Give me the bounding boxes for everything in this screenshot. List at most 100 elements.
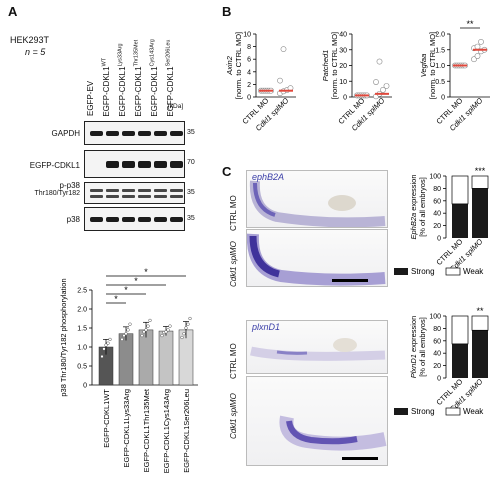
sig-star-c0: *** [475, 166, 486, 176]
point-a [148, 318, 152, 323]
y-tick-label-a: 0.5 [77, 364, 87, 371]
y-axis-label-b0: Axin2[norm. to CTRL MO] [225, 32, 243, 99]
c-row-mo-1: Cdkl1 splMO [229, 241, 238, 287]
kda-egfp: 70 [187, 159, 195, 166]
x-tick-label-a-2: EGFP-CDKL1Thr135Met [142, 388, 151, 472]
y-label-line2-c0: [% of all embryos] [418, 177, 427, 237]
embryo-plxnd1-ctrl [250, 338, 386, 361]
y-label-rest-c0: expression [409, 174, 418, 210]
image-plxnd1-ctrl [246, 320, 388, 374]
lane-label-sup: WT [101, 57, 108, 67]
point-b-mo [383, 83, 390, 89]
point-b-mo [376, 58, 383, 65]
y-axis-label-c1: PlxnD1 expression[% of all embryos] [409, 316, 427, 379]
legend-swatch-strong-c1 [394, 408, 408, 415]
y-tick-label-b2: 0 [441, 95, 445, 102]
y-axis-label-c0: EphB2a expression[% of all embryos] [409, 174, 427, 239]
point-b-mo [380, 87, 386, 93]
y-tick-label-b1: 40 [339, 32, 347, 39]
y-label-line2-c1: [% of all embryos] [418, 317, 427, 377]
kda-p38: 35 [187, 215, 195, 222]
y-tick-label-a: 1.5 [77, 326, 87, 333]
y-label-line1-c0: EphB2a expression [409, 174, 418, 239]
legend-swatch-weak-c0 [445, 267, 461, 276]
point-a [122, 333, 126, 338]
y-label-rest-c1: expression [409, 316, 418, 352]
y-label-gene-c0: EphB2a [409, 211, 418, 240]
sig-star-a-2: * [134, 276, 138, 286]
c-row-ctrl-1: CTRL MO [229, 195, 238, 231]
lane-label-4: EGFP-CDKL1Cys143Arg [149, 39, 159, 116]
point-a [104, 343, 108, 347]
point-b-mo [474, 43, 481, 50]
blot-bands-pp38 [90, 189, 183, 198]
point-a [180, 335, 184, 340]
bar-c-strong-1 [472, 188, 488, 238]
blot-label-pp38-line2: Thr180/Tyr182 [34, 190, 80, 197]
point-a [168, 324, 172, 328]
point-a [140, 333, 144, 338]
y-axis-label-a: p38 Thr180/Tyr182 phosphorylation [59, 278, 68, 396]
blot-label-egfp: EGFP-CDKL1 [29, 161, 80, 170]
y-tick-label-b0: 6 [247, 57, 251, 64]
bar-c-weak-1 [471, 175, 489, 189]
y-tick-label-b0: 4 [247, 69, 251, 76]
y-tick-label-c0: 60 [433, 198, 441, 205]
x-tick-label-a-0: EGFP-CDKL1WT [102, 389, 111, 448]
y-tick-label-b1: 30 [339, 47, 347, 54]
sig-star-a-1: * [124, 285, 128, 295]
y-tick-label-c0: 80 [433, 186, 441, 193]
y-tick-label-c1: 80 [433, 326, 441, 333]
lane-label-0: EGFP-EV [86, 80, 95, 116]
y-tick-label-b0: 8 [247, 44, 251, 51]
bar-a-1 [118, 333, 134, 386]
lane-label-sup: Ser206Leu [165, 39, 172, 67]
point-a [124, 332, 128, 336]
bar-c-strong-1 [472, 330, 488, 378]
y-label-rest-b1: [norm. to CTRL MO] [330, 32, 339, 99]
sig-star-b: ** [466, 19, 474, 29]
point-b-mo [277, 77, 283, 84]
panel-a-letter: A [8, 4, 18, 19]
n-label: n = 5 [25, 47, 46, 57]
lane-label-sup: Lys33Arg [117, 43, 124, 67]
y-tick-label-c1: 100 [429, 314, 441, 321]
y-tick-label-b0: 10 [243, 32, 251, 39]
image-ephb2a-mo [246, 229, 388, 287]
point-a [184, 326, 188, 330]
kda-label: [kDa] [168, 103, 184, 110]
y-label-rest-b0: [norm. to CTRL MO] [234, 32, 243, 99]
lane-label-base: EGFP-CDKL1 [102, 66, 111, 117]
y-tick-label-c1: 60 [433, 338, 441, 345]
blot-bands-egfp [106, 161, 183, 168]
cell-line-label: HEK293T [10, 35, 50, 45]
y-tick-label-b2: 1.5 [435, 47, 445, 54]
point-b-mo [280, 46, 287, 53]
point-a [142, 330, 146, 334]
y-label-rest-b2: [norm. to CTRL MO] [428, 32, 437, 99]
point-a [166, 328, 170, 332]
y-tick-label-a: 2.5 [77, 288, 87, 295]
c-row-mo-2: Cdkl1 splMO [229, 393, 238, 439]
point-a [108, 337, 112, 342]
lane-label-base: EGFP-CDKL1 [150, 66, 159, 117]
x-tick-label-a-4: EGFP-CDKL1Ser206Leu [182, 389, 191, 473]
blot-label-pp38-line1: p-p38 [59, 181, 80, 190]
y-axis-label-b2: Vegfaa[norm. to CTRL MO] [419, 32, 437, 99]
sig-star-a-0: * [114, 294, 118, 304]
point-a [146, 324, 150, 328]
kda-pp38: 35 [187, 189, 195, 196]
chart-a-phospho: 0 0.5 1.0 1.5 2.0 2.5 p38 Thr180/Tyr182 phosph… [59, 267, 198, 473]
point-b-mo [478, 38, 484, 45]
point-a [186, 322, 190, 326]
y-tick-label-a: 2.0 [77, 307, 87, 314]
gene-label-plxnd1: plxnD1 [252, 322, 281, 332]
x-tick-label-a-3: EGFP-CDKL1Cys143Arg [162, 389, 171, 473]
y-tick-label-b1: 20 [339, 63, 347, 70]
panel-b-letter: B [222, 4, 232, 19]
kda-gapdh: 35 [187, 129, 195, 136]
bar-a-3 [158, 330, 174, 386]
lane-label-1: EGFP-CDKL1WT [101, 58, 111, 117]
blot-bands-p38 [90, 217, 183, 222]
